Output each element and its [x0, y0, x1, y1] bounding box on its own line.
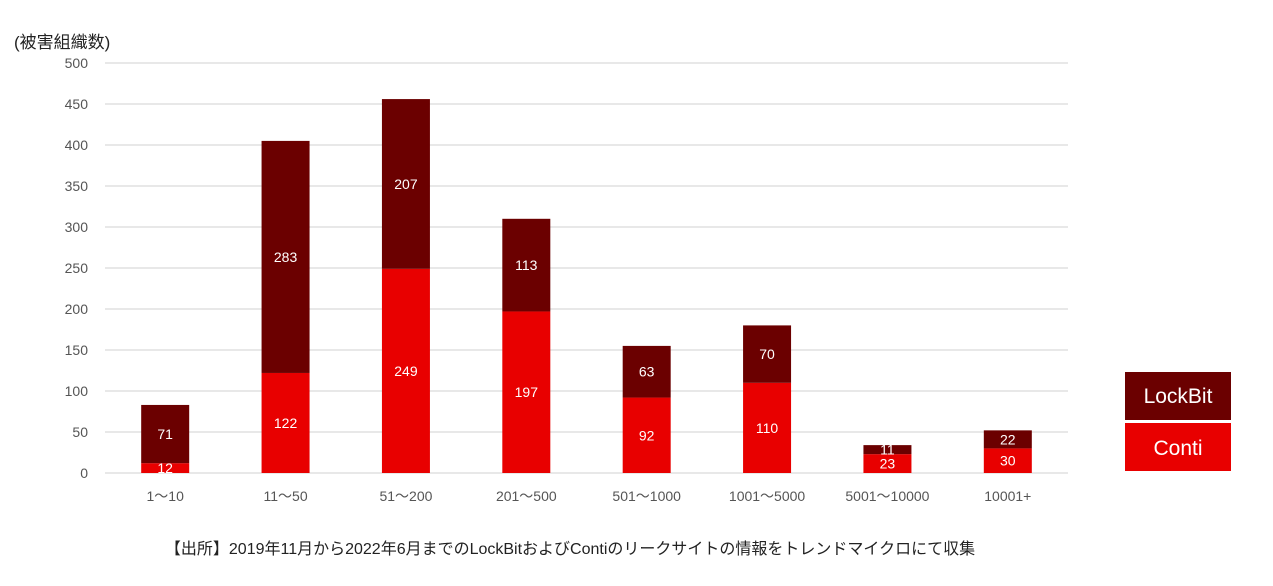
bar-lockbit [141, 404, 190, 464]
data-label-lockbit: 11 [880, 442, 895, 458]
bar-lockbit [863, 445, 912, 455]
y-tick-label: 500 [65, 55, 89, 71]
y-tick-label: 400 [65, 137, 89, 153]
bar-conti [381, 268, 430, 473]
data-label-lockbit: 70 [759, 346, 775, 362]
legend: LockBit Conti [1125, 372, 1231, 471]
bar-conti [502, 311, 551, 473]
data-label-conti: 23 [880, 456, 896, 472]
source-note: 【出所】2019年11月から2022年6月までのLockBitおよびContiの… [165, 540, 975, 558]
x-tick-label: 201～500 [496, 488, 557, 504]
bar-lockbit [622, 345, 671, 398]
legend-label-lockbit: LockBit [1144, 385, 1213, 408]
y-tick-label: 100 [65, 383, 89, 399]
y-tick-label: 250 [65, 260, 89, 276]
bar-lockbit [743, 325, 792, 383]
x-tick-label: 10001+ [984, 488, 1031, 504]
y-tick-label: 450 [65, 96, 89, 112]
x-tick-label: 501～1000 [612, 488, 681, 504]
bar-lockbit [261, 140, 310, 373]
y-tick-label: 350 [65, 178, 89, 194]
bar-conti [261, 372, 310, 473]
legend-swatch-lockbit [1125, 372, 1231, 420]
y-axis-label: (被害組織数) [14, 33, 110, 52]
x-tick-label: 1001～5000 [729, 488, 806, 504]
x-tick-label: 5001～10000 [845, 488, 929, 504]
x-tick-label: 11～50 [264, 488, 308, 504]
x-tick-label: 51～200 [379, 488, 432, 504]
bar-conti [863, 454, 912, 473]
bar-lockbit [502, 218, 551, 312]
data-label-conti: 249 [394, 363, 418, 379]
y-tick-label: 300 [65, 219, 89, 235]
bar-conti [622, 397, 671, 473]
bar-lockbit [381, 99, 430, 269]
y-tick-label: 200 [65, 301, 89, 317]
y-tick-label: 50 [72, 424, 88, 440]
data-label-lockbit: 283 [274, 249, 298, 265]
data-label-conti: 92 [639, 427, 655, 443]
legend-swatch-conti [1125, 423, 1231, 471]
legend-label-conti: Conti [1153, 437, 1202, 460]
y-tick-label: 0 [80, 465, 88, 481]
data-label-lockbit: 22 [1000, 431, 1016, 447]
data-label-lockbit: 63 [639, 364, 655, 380]
data-label-lockbit: 207 [394, 176, 418, 192]
data-label-conti: 12 [157, 460, 173, 476]
y-tick-label: 150 [65, 342, 89, 358]
bar-conti [141, 463, 190, 473]
data-label-conti: 30 [1000, 453, 1016, 469]
bar-conti [983, 448, 1032, 473]
data-label-conti: 197 [515, 384, 539, 400]
data-label-conti: 122 [274, 415, 298, 431]
bar-lockbit [983, 430, 1032, 449]
data-label-lockbit: 71 [157, 426, 173, 442]
data-label-conti: 110 [756, 420, 779, 436]
x-tick-label: 1～10 [147, 488, 185, 504]
data-label-lockbit: 113 [515, 257, 538, 273]
bar-conti [743, 382, 792, 473]
